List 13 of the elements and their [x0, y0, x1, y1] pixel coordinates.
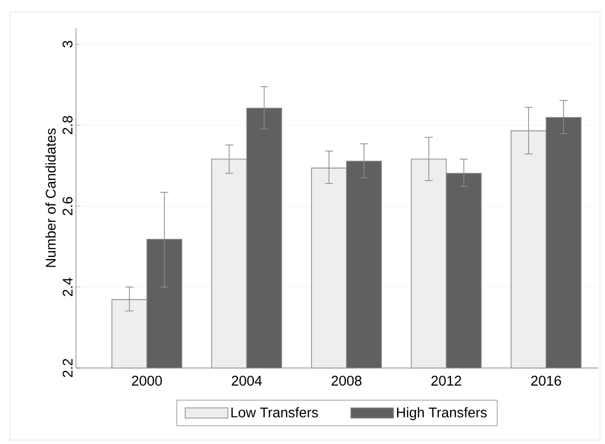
- y-tick-label: 2.4: [62, 278, 72, 296]
- y-tick-label: 2.2: [62, 358, 72, 378]
- y-axis-title: Number of Candidates: [45, 128, 56, 267]
- y-tick-label: 3: [62, 40, 72, 48]
- x-tick-label: 2000: [132, 376, 162, 386]
- legend-label: High Transfers: [397, 407, 487, 420]
- y-tick-label: 2.8: [62, 116, 72, 134]
- legend-label: Low Transfers: [231, 407, 318, 418]
- x-tick-label: 2012: [431, 376, 462, 386]
- x-tick-label: 2004: [232, 376, 262, 386]
- x-tick-label: 2008: [332, 376, 362, 386]
- x-tick-label: 2016: [531, 376, 562, 386]
- y-tick-label: 2.6: [62, 196, 72, 216]
